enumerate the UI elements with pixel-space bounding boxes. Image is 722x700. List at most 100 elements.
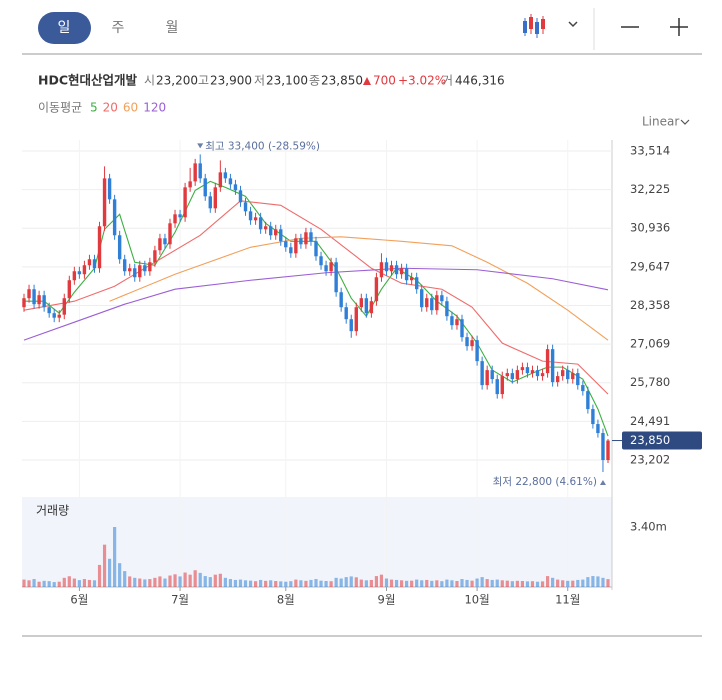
- candle-body: [581, 385, 585, 392]
- volume-bar: [294, 579, 298, 587]
- volume-bar: [67, 576, 71, 587]
- candle-body: [279, 229, 283, 242]
- volume-bar: [364, 580, 368, 587]
- ma-line: [23, 200, 609, 395]
- volume-bar: [178, 576, 182, 587]
- candle-body: [102, 178, 107, 227]
- volume-bar: [289, 581, 293, 587]
- ma-legend: 5: [90, 101, 98, 115]
- volume-bar: [22, 579, 26, 587]
- volume-bar: [545, 576, 550, 587]
- volume-bar: [52, 582, 56, 587]
- y-tick-label: 33,514: [630, 143, 670, 157]
- volume-bar: [118, 563, 122, 587]
- volume-bar: [228, 579, 233, 587]
- volume-bar: [138, 578, 142, 587]
- candle-body: [409, 277, 414, 281]
- candle-body: [576, 373, 580, 386]
- volume-bar: [389, 579, 394, 587]
- candle-body: [505, 373, 510, 377]
- volume-bar: [82, 579, 87, 587]
- candle-body: [420, 289, 424, 308]
- candle-body: [97, 226, 102, 269]
- volume-bar: [208, 577, 212, 587]
- volume-bar: [72, 578, 76, 587]
- volume-bar: [47, 581, 51, 587]
- candle-body: [188, 181, 192, 188]
- candle-body: [82, 265, 87, 275]
- candle-body: [47, 307, 51, 314]
- candle-body: [399, 268, 404, 275]
- candle-body: [193, 163, 197, 182]
- volume-bar: [561, 580, 565, 587]
- dropdown-chevron[interactable]: [568, 21, 578, 28]
- volume-bar: [188, 574, 192, 587]
- candle-body: [389, 265, 394, 272]
- candle-body: [435, 295, 439, 311]
- tab-selected[interactable]: [38, 12, 91, 44]
- candle-body: [183, 187, 187, 218]
- scale-chevron[interactable]: [680, 119, 690, 125]
- y-tick-label: 25,780: [630, 375, 670, 389]
- volume-bar: [143, 579, 147, 587]
- candle-body: [87, 259, 92, 266]
- candle-body: [414, 277, 419, 290]
- volume-bar: [475, 578, 479, 587]
- candle-body: [299, 238, 303, 245]
- candle-body: [560, 370, 565, 377]
- volume-bar: [269, 580, 273, 587]
- volume-bar: [173, 574, 177, 587]
- ma-line: [23, 267, 609, 341]
- candle-body: [485, 370, 489, 386]
- candle-body: [329, 262, 333, 272]
- scale-mode[interactable]: Linear: [642, 115, 679, 129]
- ma-line: [109, 236, 609, 341]
- ma-legend: 20: [103, 101, 118, 115]
- candle-body: [309, 232, 313, 242]
- x-tick-label: 11월: [555, 593, 580, 607]
- candle-body: [470, 340, 474, 347]
- candle-body: [213, 187, 218, 209]
- volume-bar: [571, 580, 575, 587]
- volume-bar: [530, 581, 535, 587]
- zoom-in[interactable]: [670, 18, 688, 36]
- volume-bar: [314, 579, 318, 587]
- volume-bar: [576, 579, 580, 587]
- tab-day[interactable]: 일: [58, 20, 71, 36]
- volume-bar: [369, 579, 373, 587]
- stat-value: 23,900: [210, 74, 252, 88]
- stat-value: 446,316: [455, 74, 505, 88]
- volume-bar: [274, 581, 278, 587]
- y-tick-label: 23,202: [630, 452, 670, 466]
- volume-bar: [128, 576, 132, 587]
- candle-body: [495, 379, 499, 395]
- volume-bar: [309, 579, 313, 587]
- candle-body: [339, 292, 343, 308]
- candle-body: [319, 256, 323, 266]
- volume-bar: [319, 580, 323, 587]
- candle-body: [52, 313, 56, 318]
- candle-body: [258, 217, 263, 230]
- volume-bar: [505, 580, 509, 587]
- candle-body: [112, 199, 117, 236]
- candle-body: [178, 214, 182, 218]
- chart-type-icon[interactable]: [523, 14, 545, 38]
- stat-label: 고: [198, 74, 209, 88]
- volume-bar: [596, 576, 600, 587]
- candle-body: [253, 217, 258, 221]
- volume-bar: [168, 575, 172, 587]
- candle-body: [22, 298, 26, 308]
- volume-bar: [284, 581, 288, 587]
- low-annotation: 최저 22,800 (4.61%): [493, 476, 597, 488]
- stat-label: 거: [442, 74, 453, 88]
- candle-body: [596, 424, 600, 434]
- volume-bar: [183, 572, 187, 587]
- volume-bar: [304, 580, 308, 587]
- candle-body: [122, 259, 127, 272]
- candle-body: [566, 370, 570, 380]
- tab-week[interactable]: 주: [112, 20, 125, 36]
- tab-month[interactable]: 월: [166, 20, 179, 36]
- stat-value: 23,200: [156, 74, 198, 88]
- ma-title: 이동평균: [38, 101, 82, 115]
- candle-body: [450, 316, 454, 326]
